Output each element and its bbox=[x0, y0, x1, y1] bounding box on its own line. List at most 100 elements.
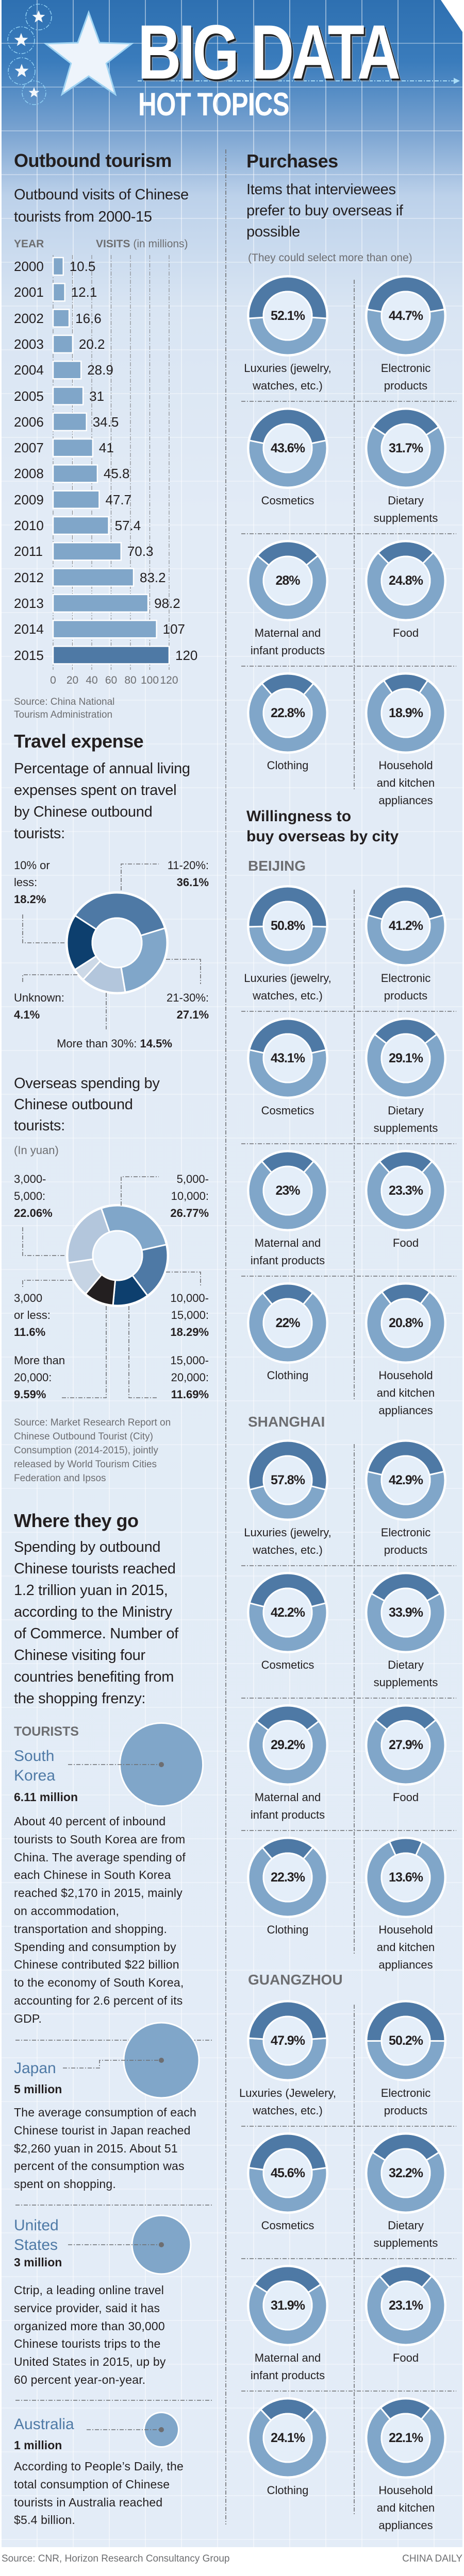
bar bbox=[52, 257, 64, 276]
bar bbox=[52, 438, 94, 457]
pie-label-name: 11-20%: bbox=[167, 859, 209, 872]
donut-percent: 22.1 bbox=[375, 2430, 437, 2446]
outbound-chart-title: Outbound visits of Chinese tourists from… bbox=[14, 187, 189, 225]
donut-label: Household and kitchen appliances bbox=[376, 759, 435, 807]
donut-label: Cosmetics bbox=[261, 2219, 314, 2232]
value-label: 34.5 bbox=[92, 414, 119, 430]
pie-label: 15,000- 20,000: 11.69 bbox=[170, 1352, 209, 1403]
donut-percent: 22.3 bbox=[257, 1870, 319, 1885]
value-label: 57.4 bbox=[114, 518, 141, 533]
donut-percent: 29.1 bbox=[375, 1050, 437, 1066]
donut-label: Household and kitchen appliances bbox=[376, 1923, 435, 1971]
value-label: 28.9 bbox=[87, 362, 113, 378]
pie-label-name: Unknown: bbox=[14, 991, 64, 1004]
visits-header-label: VISITS bbox=[96, 238, 130, 250]
leader-line bbox=[62, 1306, 107, 1398]
donut-percent: 18.9 bbox=[375, 705, 437, 721]
donut-label: Household and kitchen appliances bbox=[376, 1369, 435, 1417]
bar bbox=[52, 619, 157, 639]
donut-label: Luxuries (jewelry, watches, etc.) bbox=[244, 1526, 332, 1556]
donut-label: Luxuries (jewelry, watches, etc.) bbox=[244, 972, 332, 1002]
pie-label-name: 3,000 or less: bbox=[14, 1292, 51, 1321]
year-label: 2015 bbox=[14, 647, 44, 663]
bar bbox=[52, 334, 74, 354]
leader-line bbox=[166, 1272, 201, 1286]
donut-percent: 45.6 bbox=[257, 2165, 319, 2181]
tick-label: 20 bbox=[66, 674, 79, 686]
visits-unit: (in millions) bbox=[133, 238, 188, 250]
where-intro: Spending by outbound Chinese tourists re… bbox=[14, 1539, 178, 1707]
donut-percent: 27.9 bbox=[375, 1737, 437, 1753]
willingness-heading: Willingness to buy overseas by city bbox=[246, 808, 399, 845]
bar bbox=[52, 360, 82, 380]
tick-label: 40 bbox=[86, 674, 98, 686]
value-label: 98.2 bbox=[154, 595, 180, 611]
donut-label: Dietary supplements bbox=[373, 2219, 438, 2249]
leader-line bbox=[22, 974, 77, 982]
donut-label: Clothing bbox=[267, 1923, 309, 1936]
where-heading: Where they go bbox=[14, 1510, 139, 1531]
pie-label: 10% or less: 18.2 bbox=[14, 857, 50, 908]
outbound-heading: Outbound tourism bbox=[14, 150, 172, 171]
donut-label: Dietary supplements bbox=[373, 1658, 438, 1689]
donut-percent: 29.2 bbox=[257, 1737, 319, 1753]
pie-label-name: 5,000- 10,000: bbox=[171, 1173, 209, 1202]
value-label: 120 bbox=[175, 647, 198, 663]
donut-percent: 42.9 bbox=[375, 1472, 437, 1488]
spending-title: Overseas spending by Chinese outbound to… bbox=[14, 1075, 160, 1134]
value-label: 41 bbox=[98, 440, 114, 456]
year-header: YEAR bbox=[14, 238, 44, 250]
donut-percent: 33.9 bbox=[375, 1605, 437, 1620]
donut-label: Clothing bbox=[267, 2484, 309, 2497]
donut-label: Luxuries (Jewelery, watches, etc.) bbox=[239, 2087, 336, 2117]
pie-label: 3,000- 5,000: 22.06 bbox=[14, 1171, 53, 1222]
donut-percent: 22 bbox=[257, 1315, 319, 1331]
footer-brand: CHINA DAILY bbox=[402, 2553, 462, 2564]
donut-percent: 47.9 bbox=[257, 2033, 319, 2048]
donut-label: Electronic products bbox=[380, 2087, 431, 2117]
dashed-ring-icon bbox=[7, 26, 35, 54]
pie-label-value: 22.06 bbox=[14, 1205, 53, 1222]
donut-percent: 22.8 bbox=[257, 705, 319, 721]
city-shanghai: SHANGHAI bbox=[248, 1414, 325, 1430]
tick-label: 80 bbox=[124, 674, 137, 686]
pie-label: 5,000- 10,000: 26.77 bbox=[170, 1171, 209, 1222]
bar bbox=[52, 412, 87, 432]
donut-percent: 43.1 bbox=[257, 1050, 319, 1066]
country-description: About 40 percent of inbound tourists to … bbox=[14, 1815, 186, 2025]
star-icon bbox=[43, 10, 134, 96]
year-label: 2008 bbox=[14, 466, 44, 482]
outbound-source: Source: China National Tourism Administr… bbox=[14, 697, 115, 720]
donut-percent: 23.3 bbox=[375, 1183, 437, 1198]
star-icon bbox=[32, 10, 45, 23]
pie-label: Unknown: 4.1 bbox=[14, 989, 64, 1023]
tourist-count: 1 million bbox=[14, 2438, 62, 2452]
donut-percent: 42.2 bbox=[257, 1605, 319, 1620]
header-title: BIG DATA bbox=[138, 8, 401, 95]
bar bbox=[52, 464, 98, 483]
donut-label: Luxuries (jewelry, watches, etc.) bbox=[244, 362, 332, 392]
year-label: 2009 bbox=[14, 492, 44, 507]
bar bbox=[52, 283, 65, 302]
donut-percent: 20.8 bbox=[375, 1315, 437, 1331]
spending-unit: (In yuan) bbox=[14, 1144, 59, 1157]
leader-line bbox=[63, 2060, 161, 2069]
year-label: 2006 bbox=[14, 414, 44, 430]
donut-label: Clothing bbox=[267, 759, 309, 772]
year-label: 2000 bbox=[14, 259, 44, 274]
tourists-label: TOURISTS bbox=[14, 1724, 79, 1739]
pie-label-name: More than 30%: bbox=[57, 1037, 137, 1050]
arrow-icon bbox=[454, 78, 460, 84]
dashed-ring-icon bbox=[8, 57, 36, 85]
bar bbox=[52, 542, 122, 561]
donut-percent: 44.7 bbox=[375, 308, 437, 324]
donut-label: Clothing bbox=[267, 1369, 309, 1382]
footer-source: Source: CNR, Horizon Research Consultanc… bbox=[2, 2553, 230, 2564]
donut-percent: 31.7 bbox=[375, 440, 437, 456]
bar bbox=[52, 516, 109, 535]
value-label: 16.6 bbox=[75, 310, 102, 326]
year-label: 2012 bbox=[14, 569, 44, 585]
tick-label: 120 bbox=[160, 674, 178, 686]
value-label: 10.5 bbox=[69, 259, 96, 274]
